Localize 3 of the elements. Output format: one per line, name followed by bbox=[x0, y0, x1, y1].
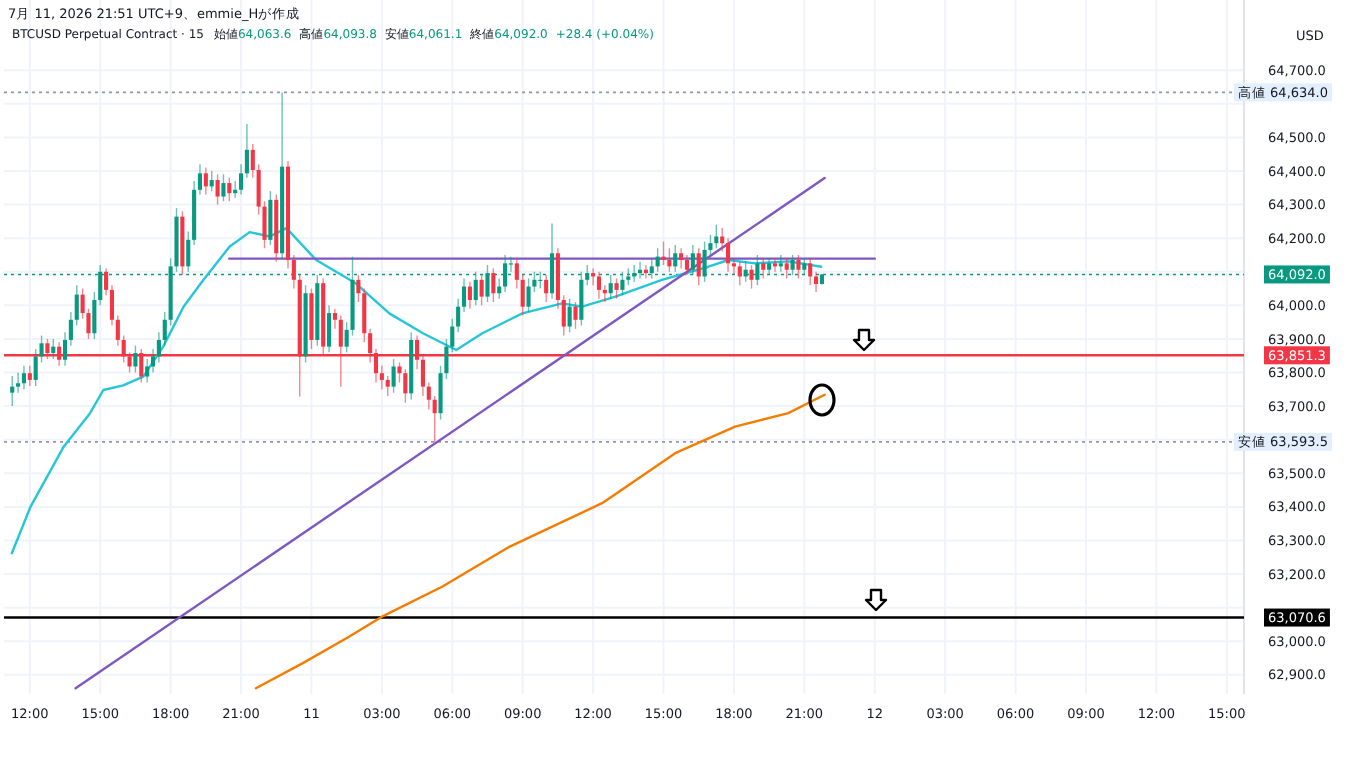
candlestick bbox=[772, 257, 778, 273]
candlestick bbox=[731, 257, 736, 276]
candlestick bbox=[778, 254, 783, 273]
